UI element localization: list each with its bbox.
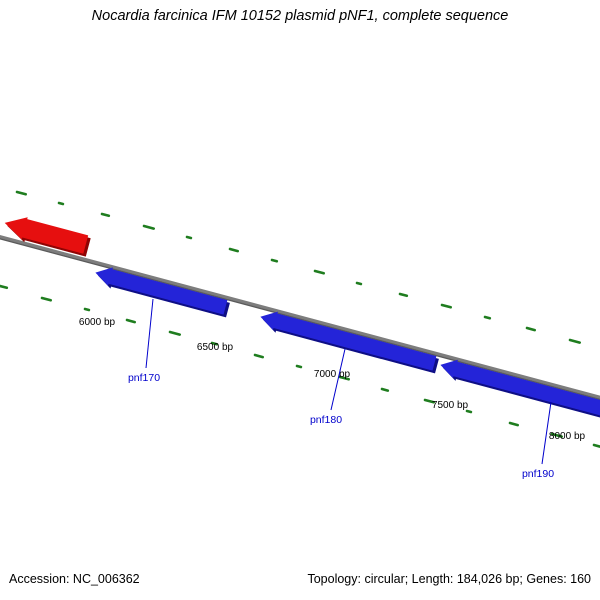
lower-ring-dash — [338, 375, 351, 381]
lower-ring-dash — [465, 409, 473, 414]
upper-ring-dash — [483, 315, 492, 320]
sequence-backbone — [0, 235, 600, 399]
upper-ring-dash — [100, 212, 111, 218]
gene-label-leader — [541, 401, 552, 465]
gene-arrow-pnf170[interactable] — [95, 267, 228, 315]
gene-arrow-pnf180[interactable] — [260, 311, 437, 371]
upper-ring-dash — [313, 269, 326, 275]
gene-label-leader — [145, 298, 154, 369]
upper-ring-dash — [185, 235, 193, 240]
ruler-label: 6500 bp — [197, 342, 234, 353]
lower-ring-dash — [40, 296, 53, 302]
lower-ring-dash — [83, 307, 91, 312]
lower-ring-dash — [550, 432, 564, 438]
topology-text: Topology: circular; Length: 184,026 bp; … — [307, 572, 591, 586]
ruler-label: 7000 bp — [314, 369, 351, 380]
gene-arrow-pnf190[interactable] — [440, 359, 600, 418]
gene-label-pnf170[interactable]: pnf170 — [128, 372, 160, 384]
upper-ring-dash — [398, 292, 409, 298]
lower-ring-dash — [0, 284, 9, 290]
lower-ring-dash — [508, 421, 520, 427]
lower-ring-dash — [125, 318, 136, 324]
sequence-title: Nocardia farcinica IFM 10152 plasmid pNF… — [91, 8, 509, 24]
upper-ring-dash — [440, 303, 453, 309]
gene-label-leader — [330, 348, 346, 411]
status-bar: Accession: NC_006362 Topology: circular;… — [0, 572, 600, 586]
lower-ring-dash — [592, 443, 600, 448]
lower-ring-dash — [210, 341, 219, 346]
upper-ring-dash — [228, 247, 239, 253]
ruler-label: 7500 bp — [432, 400, 469, 411]
upper-ring-dash — [525, 326, 537, 332]
upper-ring-dash — [355, 281, 363, 286]
upper-ring-dash — [142, 224, 155, 230]
gene-arrow[interactable] — [4, 217, 89, 254]
upper-ring-dash — [15, 190, 28, 196]
upper-ring-dash — [270, 258, 279, 263]
gene-label-pnf190[interactable]: pnf190 — [522, 468, 554, 480]
lower-ring-dash — [423, 398, 436, 404]
sequence-backbone-shade — [0, 238, 600, 401]
lower-ring-dash — [295, 364, 303, 369]
lower-ring-dash — [168, 330, 181, 336]
upper-ring-dash — [57, 201, 65, 206]
ruler-label: 6000 bp — [79, 317, 116, 328]
accession-text: Accession: NC_006362 — [9, 572, 140, 586]
upper-ring-dash — [568, 338, 582, 344]
lower-ring-dash — [253, 353, 265, 359]
gene-label-pnf180[interactable]: pnf180 — [310, 414, 342, 426]
lower-ring-dash — [380, 387, 390, 392]
ruler-label: 8000 bp — [549, 431, 586, 442]
